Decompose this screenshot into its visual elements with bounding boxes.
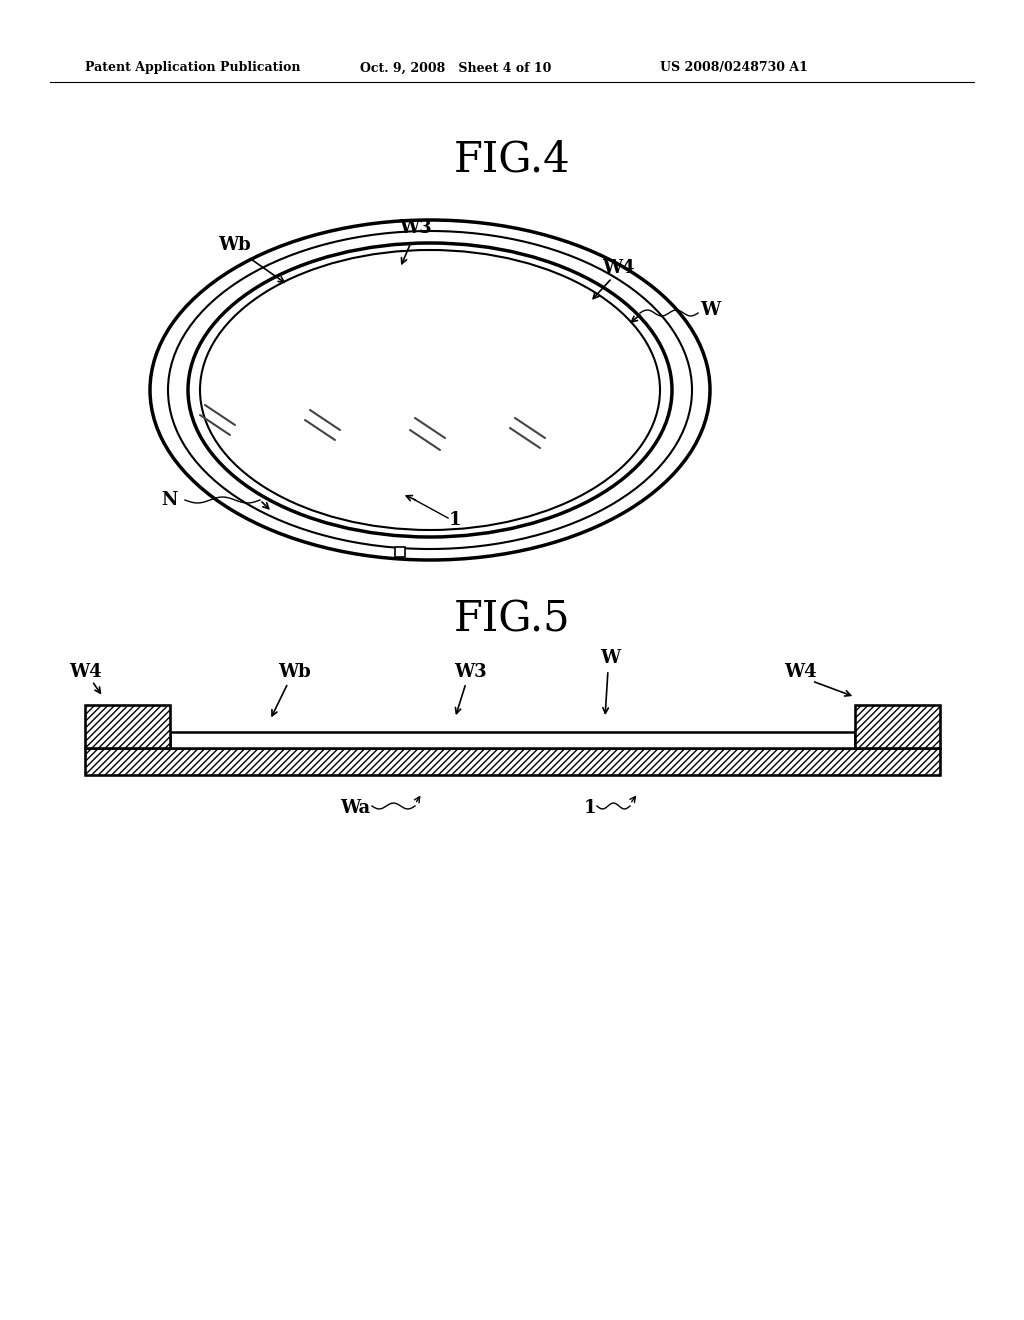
Bar	[85, 705, 170, 748]
Text: W4: W4	[69, 663, 101, 681]
Text: Wa: Wa	[340, 799, 370, 817]
Bar	[855, 705, 940, 748]
Text: FIG.4: FIG.4	[454, 139, 570, 181]
Text: US 2008/0248730 A1: US 2008/0248730 A1	[660, 62, 808, 74]
Text: W3: W3	[398, 219, 431, 238]
Text: W3: W3	[454, 663, 486, 681]
Text: Wb: Wb	[219, 236, 251, 253]
Text: W: W	[700, 301, 720, 319]
Bar	[85, 748, 940, 775]
Text: W4: W4	[783, 663, 816, 681]
Text: Oct. 9, 2008   Sheet 4 of 10: Oct. 9, 2008 Sheet 4 of 10	[360, 62, 551, 74]
Text: 1: 1	[584, 799, 596, 817]
Text: N: N	[162, 491, 178, 510]
Text: W4: W4	[602, 259, 634, 277]
Bar	[855, 705, 940, 748]
Ellipse shape	[150, 220, 710, 560]
Text: Patent Application Publication: Patent Application Publication	[85, 62, 300, 74]
Text: Wb: Wb	[279, 663, 311, 681]
Bar	[85, 705, 170, 748]
Text: W: W	[600, 649, 621, 667]
Bar	[85, 748, 940, 775]
Text: FIG.5: FIG.5	[454, 599, 570, 642]
Text: 1: 1	[449, 511, 461, 529]
Bar	[170, 733, 855, 748]
Bar	[395, 546, 406, 557]
